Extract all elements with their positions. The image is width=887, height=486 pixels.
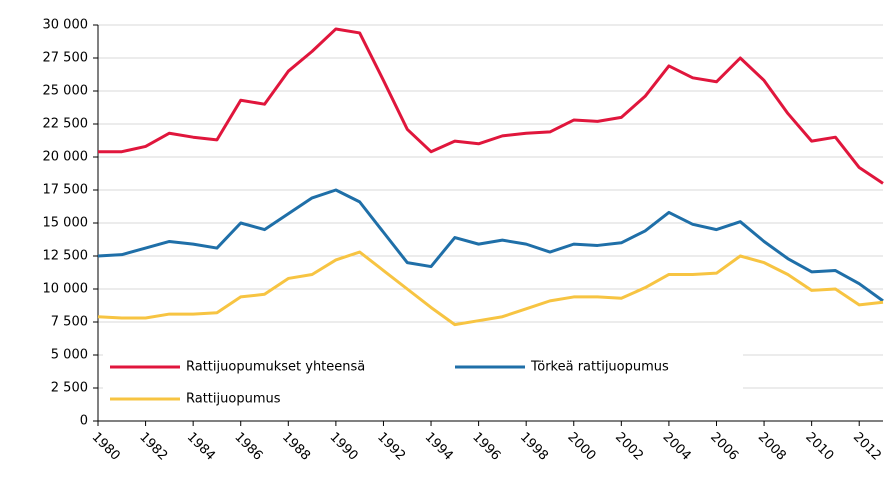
y-tick-label: 27 500: [43, 51, 89, 66]
y-tick-label: 20 000: [43, 150, 89, 165]
y-tick-label: 15 000: [43, 216, 89, 231]
x-tick-label: 1998: [517, 430, 551, 464]
legend-label: Rattijuopumus: [186, 392, 281, 407]
y-tick-label: 0: [80, 414, 88, 429]
x-tick-label: 2012: [850, 430, 884, 464]
x-tick-label: 1986: [231, 430, 265, 464]
y-tick-label: 2 500: [51, 381, 88, 396]
y-tick-label: 25 000: [43, 84, 89, 99]
x-tick-label: 1992: [374, 430, 408, 464]
x-tick-label: 2010: [802, 430, 836, 464]
legend-label: Törkeä rattijuopumus: [530, 360, 669, 375]
x-tick-label: 2000: [564, 430, 598, 464]
series-line: [98, 27, 884, 185]
legend-label: Rattijuopumukset yhteensä: [186, 360, 365, 375]
y-tick-label: 22 500: [43, 117, 89, 132]
x-tick-label: 1994: [422, 430, 456, 464]
legend: Rattijuopumukset yhteensä Törkeä rattijuo…: [103, 350, 743, 416]
x-tick-label: 1980: [89, 430, 123, 464]
y-tick-label: 30 000: [43, 18, 89, 33]
x-tick-label: 1988: [279, 430, 313, 464]
x-tick-label: 1982: [136, 430, 170, 464]
x-tick-label: 1984: [184, 430, 218, 464]
x-tick-label: 2004: [660, 430, 694, 464]
x-tick-label: 1990: [327, 430, 361, 464]
legend-box: [103, 350, 743, 416]
y-tick-label: 7 500: [51, 315, 88, 330]
y-tick-label: 17 500: [43, 183, 89, 198]
y-tick-label: 12 500: [43, 249, 89, 264]
x-tick-label: 2006: [707, 430, 741, 464]
y-tick-label: 5 000: [51, 348, 88, 363]
x-tick-label: 2008: [755, 430, 789, 464]
x-tick-label: 1996: [469, 430, 503, 464]
x-tick-label: 2002: [612, 430, 646, 464]
series-line: [97, 250, 884, 327]
series-line: [97, 188, 884, 303]
y-tick-label: 10 000: [43, 282, 89, 297]
